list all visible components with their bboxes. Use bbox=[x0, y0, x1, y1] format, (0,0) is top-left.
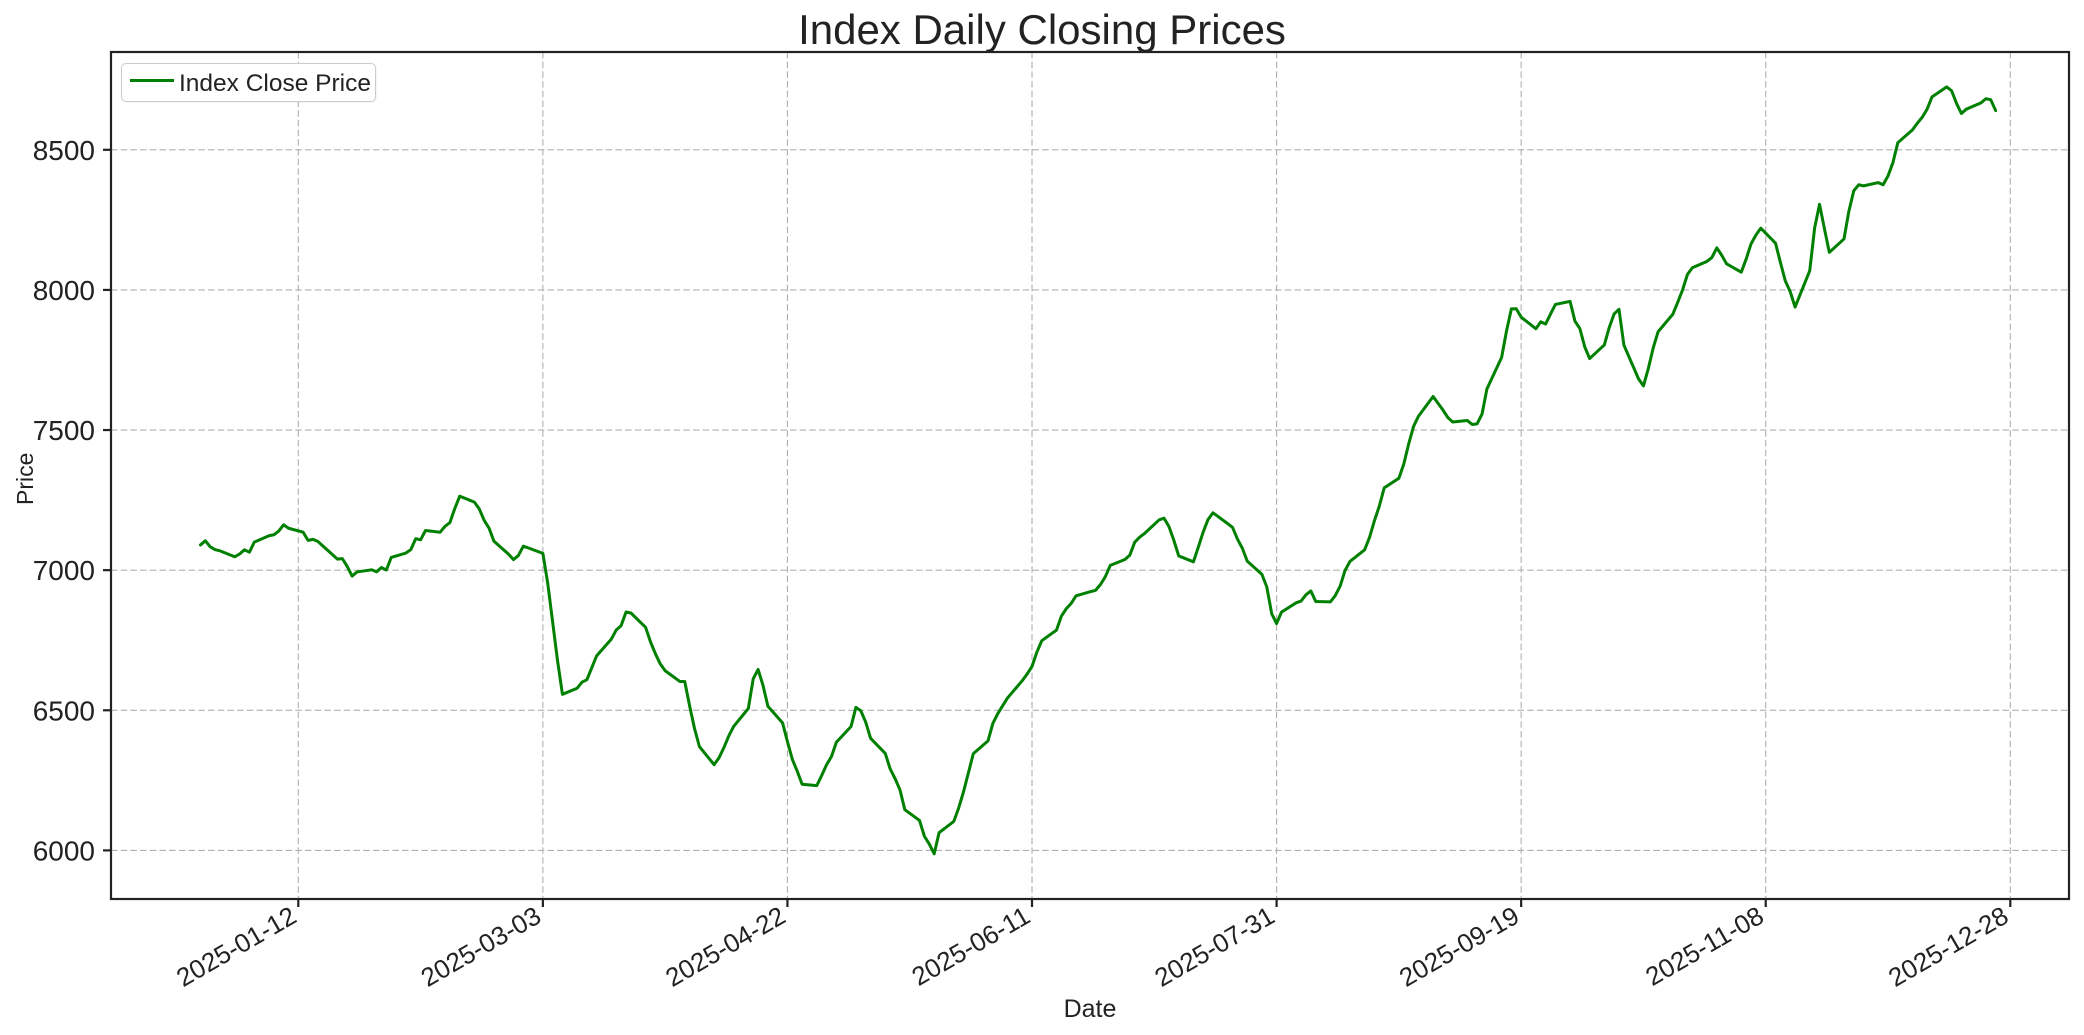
svg-text:2025-12-28: 2025-12-28 bbox=[1883, 900, 2013, 992]
svg-text:2025-01-12: 2025-01-12 bbox=[171, 900, 301, 992]
svg-text:6500: 6500 bbox=[33, 695, 95, 726]
svg-text:7500: 7500 bbox=[33, 415, 95, 446]
svg-text:2025-04-22: 2025-04-22 bbox=[660, 900, 790, 992]
svg-text:2025-11-08: 2025-11-08 bbox=[1640, 900, 1769, 992]
svg-text:7000: 7000 bbox=[33, 555, 95, 586]
svg-text:6000: 6000 bbox=[33, 835, 95, 866]
svg-text:8000: 8000 bbox=[33, 275, 95, 306]
svg-text:2025-03-03: 2025-03-03 bbox=[416, 900, 546, 992]
svg-text:2025-06-11: 2025-06-11 bbox=[906, 900, 1035, 992]
svg-text:2025-07-31: 2025-07-31 bbox=[1149, 900, 1279, 992]
svg-text:8500: 8500 bbox=[33, 135, 95, 166]
svg-text:2025-09-19: 2025-09-19 bbox=[1394, 900, 1524, 992]
